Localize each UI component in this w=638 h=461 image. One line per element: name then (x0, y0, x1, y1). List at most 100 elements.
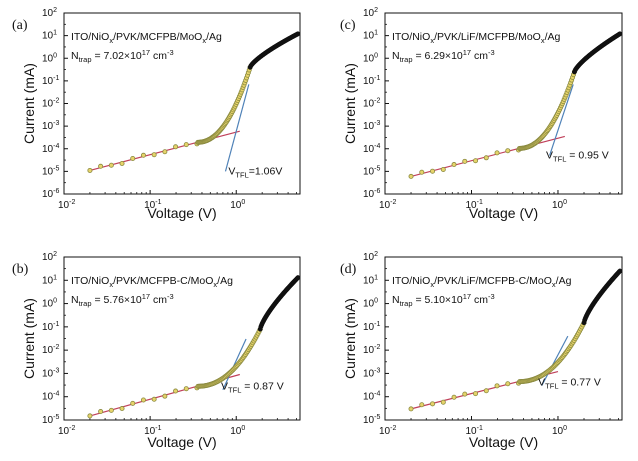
data-point (419, 402, 425, 408)
vtfl-label: VTFL = 0.95 V (546, 150, 609, 164)
vtfl-label: VTFL = 0.77 V (538, 377, 601, 391)
trap-density-label: Ntrap = 7.02×1017 cm-3 (71, 48, 174, 64)
data-point (119, 160, 125, 166)
y-tick-label: 102 (363, 7, 378, 19)
panel-label: (b) (12, 262, 29, 277)
data-point (430, 401, 436, 407)
x-tick-label: 10-1 (465, 425, 482, 437)
y-tick-label: 10-1 (42, 75, 59, 87)
y-tick-label: 10-4 (363, 391, 380, 403)
data-point (483, 155, 489, 161)
y-tick-label: 101 (42, 274, 57, 286)
data-point (108, 162, 114, 168)
y-tick-label: 10-2 (42, 98, 59, 110)
x-tick-label: 10-1 (465, 199, 482, 211)
panel-c: 10-2 10-1 100 10-6 10-5 10-4 10-3 10-2 10-1 100 10… (340, 7, 623, 221)
trap-density-label: Ntrap = 6.29×1017 cm-3 (392, 48, 495, 64)
panel-a: 10-2 10-1 100 10-6 10-5 10-4 10-3 10-2 10-1 100 10… (12, 7, 301, 221)
data-point (183, 142, 189, 148)
data-point (162, 149, 168, 155)
y-tick-label: 100 (363, 298, 378, 310)
y-tick-label: 10-4 (363, 143, 380, 155)
x-tick-label: 100 (552, 425, 567, 437)
y-tick-label: 10-3 (42, 367, 59, 379)
y-tick-label: 102 (42, 7, 57, 19)
data-point (462, 391, 468, 397)
panel-b: 10-2 10-1 100 10-5 10-4 10-3 10-2 10-1 100 101 102… (12, 251, 301, 450)
x-axis-title: Voltage (V) (469, 434, 538, 450)
x-tick-label: 100 (230, 199, 245, 211)
vtfl-label: VTFL = 0.87 V (221, 381, 284, 395)
y-axis-title: Current (mA) (342, 63, 358, 144)
data-point (494, 383, 500, 389)
x-tick-label: 10-2 (58, 425, 75, 437)
y-axis-title: Current (mA) (21, 63, 37, 144)
data-point (140, 152, 146, 158)
data-point (451, 394, 457, 400)
data-point (151, 396, 157, 402)
data-point (473, 391, 479, 397)
sclc-data-point (617, 268, 623, 274)
data-point (483, 388, 489, 394)
data-point (140, 397, 146, 403)
data-point (87, 413, 93, 419)
panel-label: (d) (340, 262, 357, 277)
y-axis-title: Current (mA) (342, 298, 358, 379)
tfl-fit-line (224, 84, 250, 172)
data-point (451, 162, 457, 168)
data-point (408, 406, 414, 412)
trap-density-label: Ntrap = 5.76×1017 cm-3 (71, 292, 174, 308)
x-axis-title: Voltage (V) (469, 205, 538, 221)
x-tick-label: 100 (230, 425, 245, 437)
data-point (98, 163, 104, 169)
x-tick-label: 100 (552, 199, 567, 211)
data-point (505, 148, 511, 154)
tfl-fit-line (549, 84, 574, 156)
device-structure-label: ITO/NiOx/PVK/MCFPB/MoOx/Ag (71, 31, 222, 45)
x-tick-label: 10-2 (379, 425, 396, 437)
y-tick-label: 10-4 (42, 143, 59, 155)
data-point (162, 393, 168, 399)
data-point (494, 150, 500, 156)
y-tick-label: 10-3 (42, 120, 59, 132)
device-structure-label: ITO/NiOx/PVK/LiF/MCFPB/MoOx/Ag (392, 31, 561, 45)
x-tick-label: 10-2 (379, 199, 396, 211)
y-tick-label: 100 (42, 298, 57, 310)
y-tick-label: 10-5 (363, 414, 380, 426)
y-tick-label: 10-5 (42, 414, 59, 426)
y-tick-label: 102 (42, 251, 57, 263)
y-tick-label: 10-5 (363, 165, 380, 177)
y-tick-label: 10-4 (42, 391, 59, 403)
y-tick-label: 10-6 (363, 188, 380, 200)
device-structure-label: ITO/NiOx/PVK/MCFPB-C/MoOx/Ag (71, 275, 233, 289)
y-tick-label: 101 (363, 274, 378, 286)
y-tick-label: 102 (363, 251, 378, 263)
tfl-fit-line (541, 335, 569, 386)
sclc-data-point (295, 275, 301, 281)
sclc-data-point (617, 31, 623, 37)
data-point (98, 409, 104, 415)
data-point (408, 173, 414, 179)
panel-label: (c) (340, 18, 356, 33)
y-tick-label: 100 (363, 52, 378, 64)
y-tick-label: 10-2 (42, 344, 59, 356)
data-point (183, 386, 189, 392)
y-tick-label: 10-6 (42, 188, 59, 200)
data-point (440, 166, 446, 172)
y-tick-label: 10-1 (42, 321, 59, 333)
data-point (419, 169, 425, 175)
device-structure-label: ITO/NiOx/PVK/LiF/MCFPB-C/MoOx/Ag (392, 275, 572, 289)
x-axis-title: Voltage (V) (147, 434, 216, 450)
data-point (173, 388, 179, 394)
data-point (130, 400, 136, 406)
x-tick-label: 10-1 (144, 425, 161, 437)
y-tick-label: 101 (42, 30, 57, 42)
y-tick-label: 10-2 (363, 98, 380, 110)
data-point (440, 399, 446, 405)
data-point (151, 152, 157, 158)
data-point (119, 406, 125, 412)
data-point (430, 168, 436, 174)
y-tick-label: 10-3 (363, 120, 380, 132)
x-axis-title: Voltage (V) (147, 205, 216, 221)
